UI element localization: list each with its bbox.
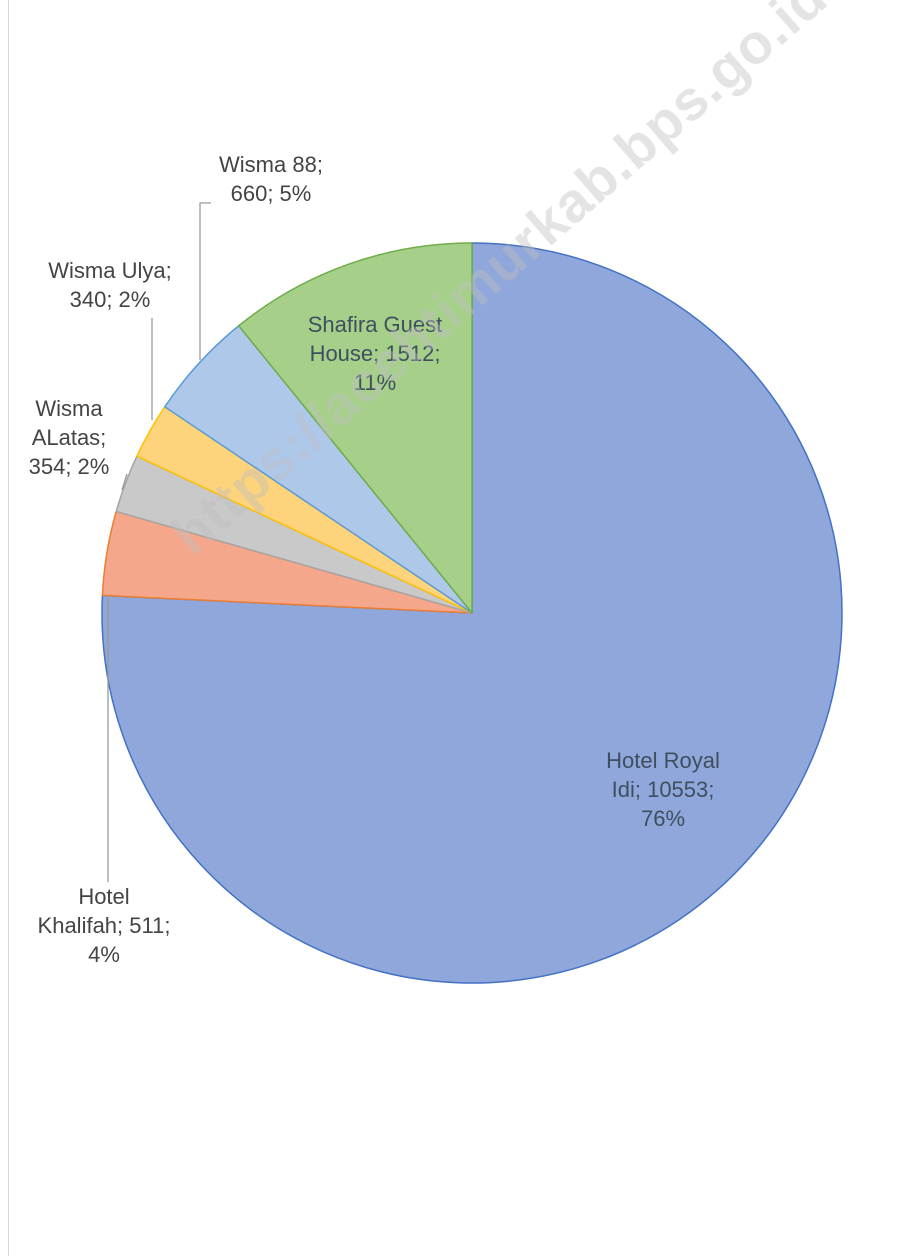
page-left-rule bbox=[8, 0, 9, 1256]
slice-label-wisma-ulya: Wisma Ulya; 340; 2% bbox=[48, 258, 172, 313]
leader-line-wisma88 bbox=[199, 202, 211, 360]
slice-label-hotel-royal-idi: Hotel Royal Idi; 10553; 76% bbox=[606, 748, 720, 832]
slice-label-wisma-88: Wisma 88; 660; 5% bbox=[219, 152, 323, 207]
pie-slice-shafira-guest-house bbox=[238, 242, 473, 614]
leader-line-alatas bbox=[121, 473, 128, 491]
slice-label-shafira-guest-house: Shafira Guest House; 1512; 11% bbox=[307, 312, 443, 396]
slice-label-wisma-alatas: Wisma ALatas; 354; 2% bbox=[28, 396, 110, 480]
leader-lines bbox=[107, 202, 211, 882]
pie-slice-hotel-royal-idi bbox=[101, 242, 843, 984]
pie-slices bbox=[101, 242, 843, 984]
slice-label-hotel-khalifah: Hotel Khalifah; 511; 4% bbox=[37, 884, 171, 968]
